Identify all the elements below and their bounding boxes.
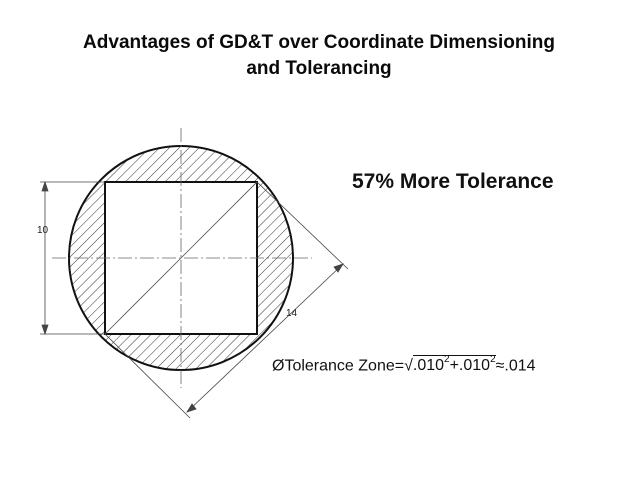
diagonal-dimension (104, 181, 349, 419)
formula-label: Tolerance Zone (284, 357, 395, 375)
exponent-1: 2 (444, 354, 450, 365)
center-lines (52, 128, 312, 388)
radical-sign: √ (404, 357, 413, 375)
slide-title: Advantages of GD&T over Coordinate Dimen… (0, 30, 638, 82)
plus-sign: + (449, 357, 459, 375)
tolerance-formula: ØTolerance Zone=√.0102+.0102≈.014 (272, 354, 536, 375)
vertical-dimension (40, 180, 105, 336)
diameter-symbol: Ø (272, 357, 285, 375)
title-line-2: and Tolerancing (246, 58, 392, 79)
approx-sign: ≈ (495, 357, 505, 375)
term-2: .010 (458, 357, 491, 375)
tolerance-callout: 57% More Tolerance (352, 170, 554, 193)
radicand: .0102+.0102 (412, 354, 496, 375)
vertical-dimension-label: 10 (37, 225, 49, 236)
formula-result: .014 (504, 357, 536, 375)
equals-sign: = (394, 357, 405, 375)
title-line-1: Advantages of GD&T over Coordinate Dimen… (83, 32, 555, 53)
exponent-2: 2 (490, 354, 496, 365)
term-1: .010 (412, 357, 445, 375)
diagonal-dimension-label: 14 (286, 308, 298, 319)
